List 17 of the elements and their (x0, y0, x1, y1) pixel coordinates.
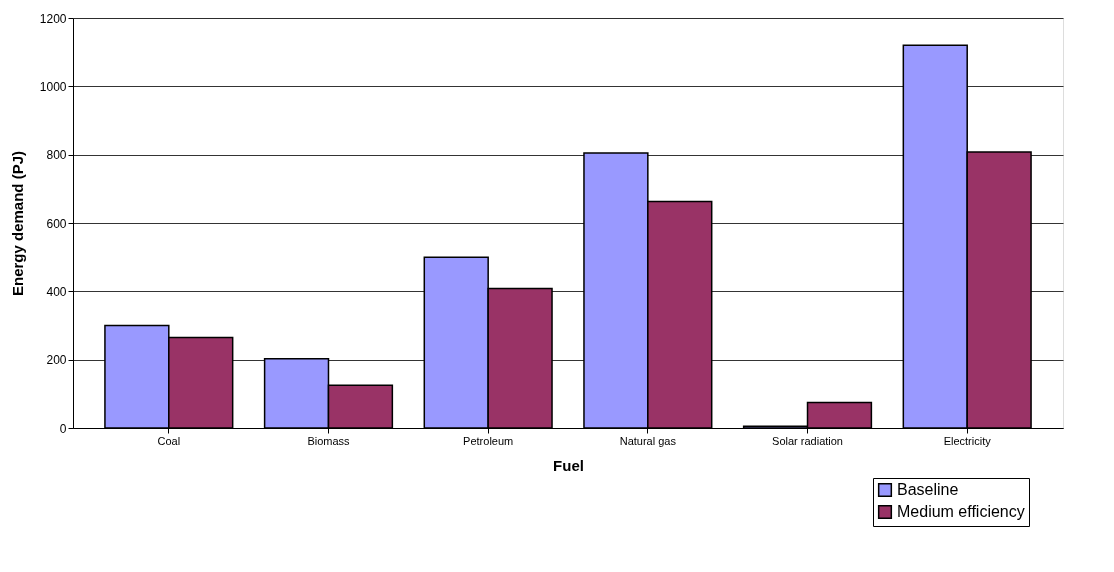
x-tick-label: Electricity (943, 434, 992, 447)
x-tick-label: Solar radiation (772, 434, 843, 447)
y-tick-label: 1000 (39, 79, 67, 94)
y-tick-label: 0 (59, 421, 67, 436)
x-tick-label: Natural gas (619, 434, 677, 447)
y-tick-label: 200 (46, 353, 67, 368)
y-tick-label: 600 (46, 216, 67, 231)
x-tick-label: Petroleum (463, 434, 514, 447)
y-axis-title: Energy demand (PJ) (8, 150, 26, 297)
y-tick-label: 1200 (39, 11, 67, 26)
x-axis-title: Fuel (553, 456, 584, 474)
x-tick-label: Coal (157, 434, 181, 447)
y-tick-label: 400 (46, 284, 67, 299)
y-tick-label: 800 (46, 148, 67, 163)
legend-label: Medium efficiency (897, 503, 1025, 520)
x-tick-label: Biomass (307, 434, 351, 447)
legend-label: Baseline (897, 481, 959, 498)
